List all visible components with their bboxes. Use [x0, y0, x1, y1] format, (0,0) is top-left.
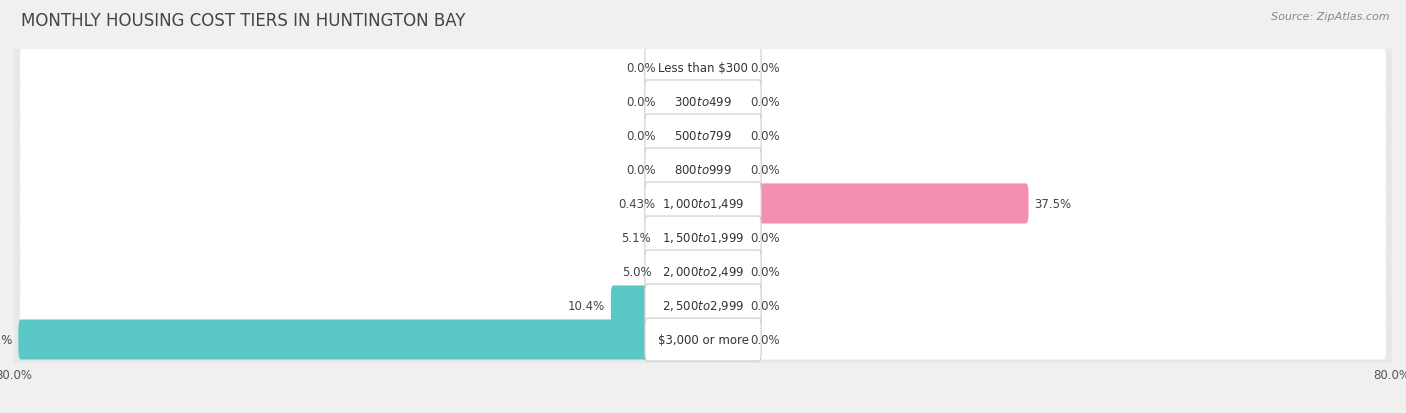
FancyBboxPatch shape: [645, 47, 761, 90]
FancyBboxPatch shape: [20, 320, 1386, 360]
Text: 5.0%: 5.0%: [621, 265, 651, 278]
FancyBboxPatch shape: [657, 218, 706, 258]
Text: 0.0%: 0.0%: [626, 62, 655, 75]
Text: 0.43%: 0.43%: [619, 197, 655, 211]
Text: 0.0%: 0.0%: [751, 96, 780, 109]
Text: $3,000 or more: $3,000 or more: [658, 333, 748, 346]
Text: 0.0%: 0.0%: [751, 130, 780, 142]
Text: 0.0%: 0.0%: [751, 333, 780, 346]
Text: $2,500 to $2,999: $2,500 to $2,999: [662, 299, 744, 313]
FancyBboxPatch shape: [700, 82, 744, 122]
FancyBboxPatch shape: [610, 286, 706, 326]
FancyBboxPatch shape: [700, 116, 744, 156]
FancyBboxPatch shape: [13, 205, 1393, 271]
Text: 0.0%: 0.0%: [751, 231, 780, 244]
FancyBboxPatch shape: [20, 218, 1386, 258]
FancyBboxPatch shape: [20, 252, 1386, 292]
FancyBboxPatch shape: [18, 320, 706, 360]
FancyBboxPatch shape: [20, 48, 1386, 88]
FancyBboxPatch shape: [13, 69, 1393, 135]
Text: $1,500 to $1,999: $1,500 to $1,999: [662, 231, 744, 245]
FancyBboxPatch shape: [700, 320, 744, 360]
FancyBboxPatch shape: [662, 82, 706, 122]
FancyBboxPatch shape: [700, 286, 744, 326]
FancyBboxPatch shape: [20, 184, 1386, 224]
FancyBboxPatch shape: [20, 82, 1386, 122]
FancyBboxPatch shape: [662, 48, 706, 88]
FancyBboxPatch shape: [13, 239, 1393, 305]
FancyBboxPatch shape: [645, 115, 761, 157]
FancyBboxPatch shape: [645, 183, 761, 225]
FancyBboxPatch shape: [13, 35, 1393, 101]
Text: Less than $300: Less than $300: [658, 62, 748, 75]
FancyBboxPatch shape: [645, 81, 761, 123]
FancyBboxPatch shape: [13, 273, 1393, 339]
Text: 0.0%: 0.0%: [626, 130, 655, 142]
Text: 0.0%: 0.0%: [751, 299, 780, 312]
FancyBboxPatch shape: [13, 137, 1393, 203]
FancyBboxPatch shape: [700, 252, 744, 292]
Text: 0.0%: 0.0%: [626, 96, 655, 109]
Text: $1,000 to $1,499: $1,000 to $1,499: [662, 197, 744, 211]
FancyBboxPatch shape: [662, 116, 706, 156]
FancyBboxPatch shape: [662, 150, 706, 190]
FancyBboxPatch shape: [13, 307, 1393, 373]
Text: 0.0%: 0.0%: [751, 62, 780, 75]
Text: $300 to $499: $300 to $499: [673, 96, 733, 109]
FancyBboxPatch shape: [645, 250, 761, 293]
Text: 0.0%: 0.0%: [626, 164, 655, 176]
FancyBboxPatch shape: [20, 286, 1386, 326]
Text: 10.4%: 10.4%: [568, 299, 605, 312]
Text: $2,000 to $2,499: $2,000 to $2,499: [662, 265, 744, 279]
Text: 0.0%: 0.0%: [751, 164, 780, 176]
FancyBboxPatch shape: [662, 184, 706, 224]
FancyBboxPatch shape: [20, 116, 1386, 156]
FancyBboxPatch shape: [645, 285, 761, 327]
FancyBboxPatch shape: [658, 252, 706, 292]
FancyBboxPatch shape: [700, 184, 1029, 224]
Text: Source: ZipAtlas.com: Source: ZipAtlas.com: [1271, 12, 1389, 22]
Text: $800 to $999: $800 to $999: [673, 164, 733, 176]
FancyBboxPatch shape: [700, 48, 744, 88]
FancyBboxPatch shape: [645, 216, 761, 259]
FancyBboxPatch shape: [645, 318, 761, 361]
FancyBboxPatch shape: [700, 218, 744, 258]
FancyBboxPatch shape: [13, 171, 1393, 237]
Text: 37.5%: 37.5%: [1035, 197, 1071, 211]
Text: $500 to $799: $500 to $799: [673, 130, 733, 142]
Text: 5.1%: 5.1%: [620, 231, 651, 244]
Text: 0.0%: 0.0%: [751, 265, 780, 278]
FancyBboxPatch shape: [645, 149, 761, 191]
Text: 79.2%: 79.2%: [0, 333, 13, 346]
FancyBboxPatch shape: [700, 150, 744, 190]
Text: MONTHLY HOUSING COST TIERS IN HUNTINGTON BAY: MONTHLY HOUSING COST TIERS IN HUNTINGTON…: [21, 12, 465, 30]
FancyBboxPatch shape: [13, 103, 1393, 169]
FancyBboxPatch shape: [20, 150, 1386, 190]
